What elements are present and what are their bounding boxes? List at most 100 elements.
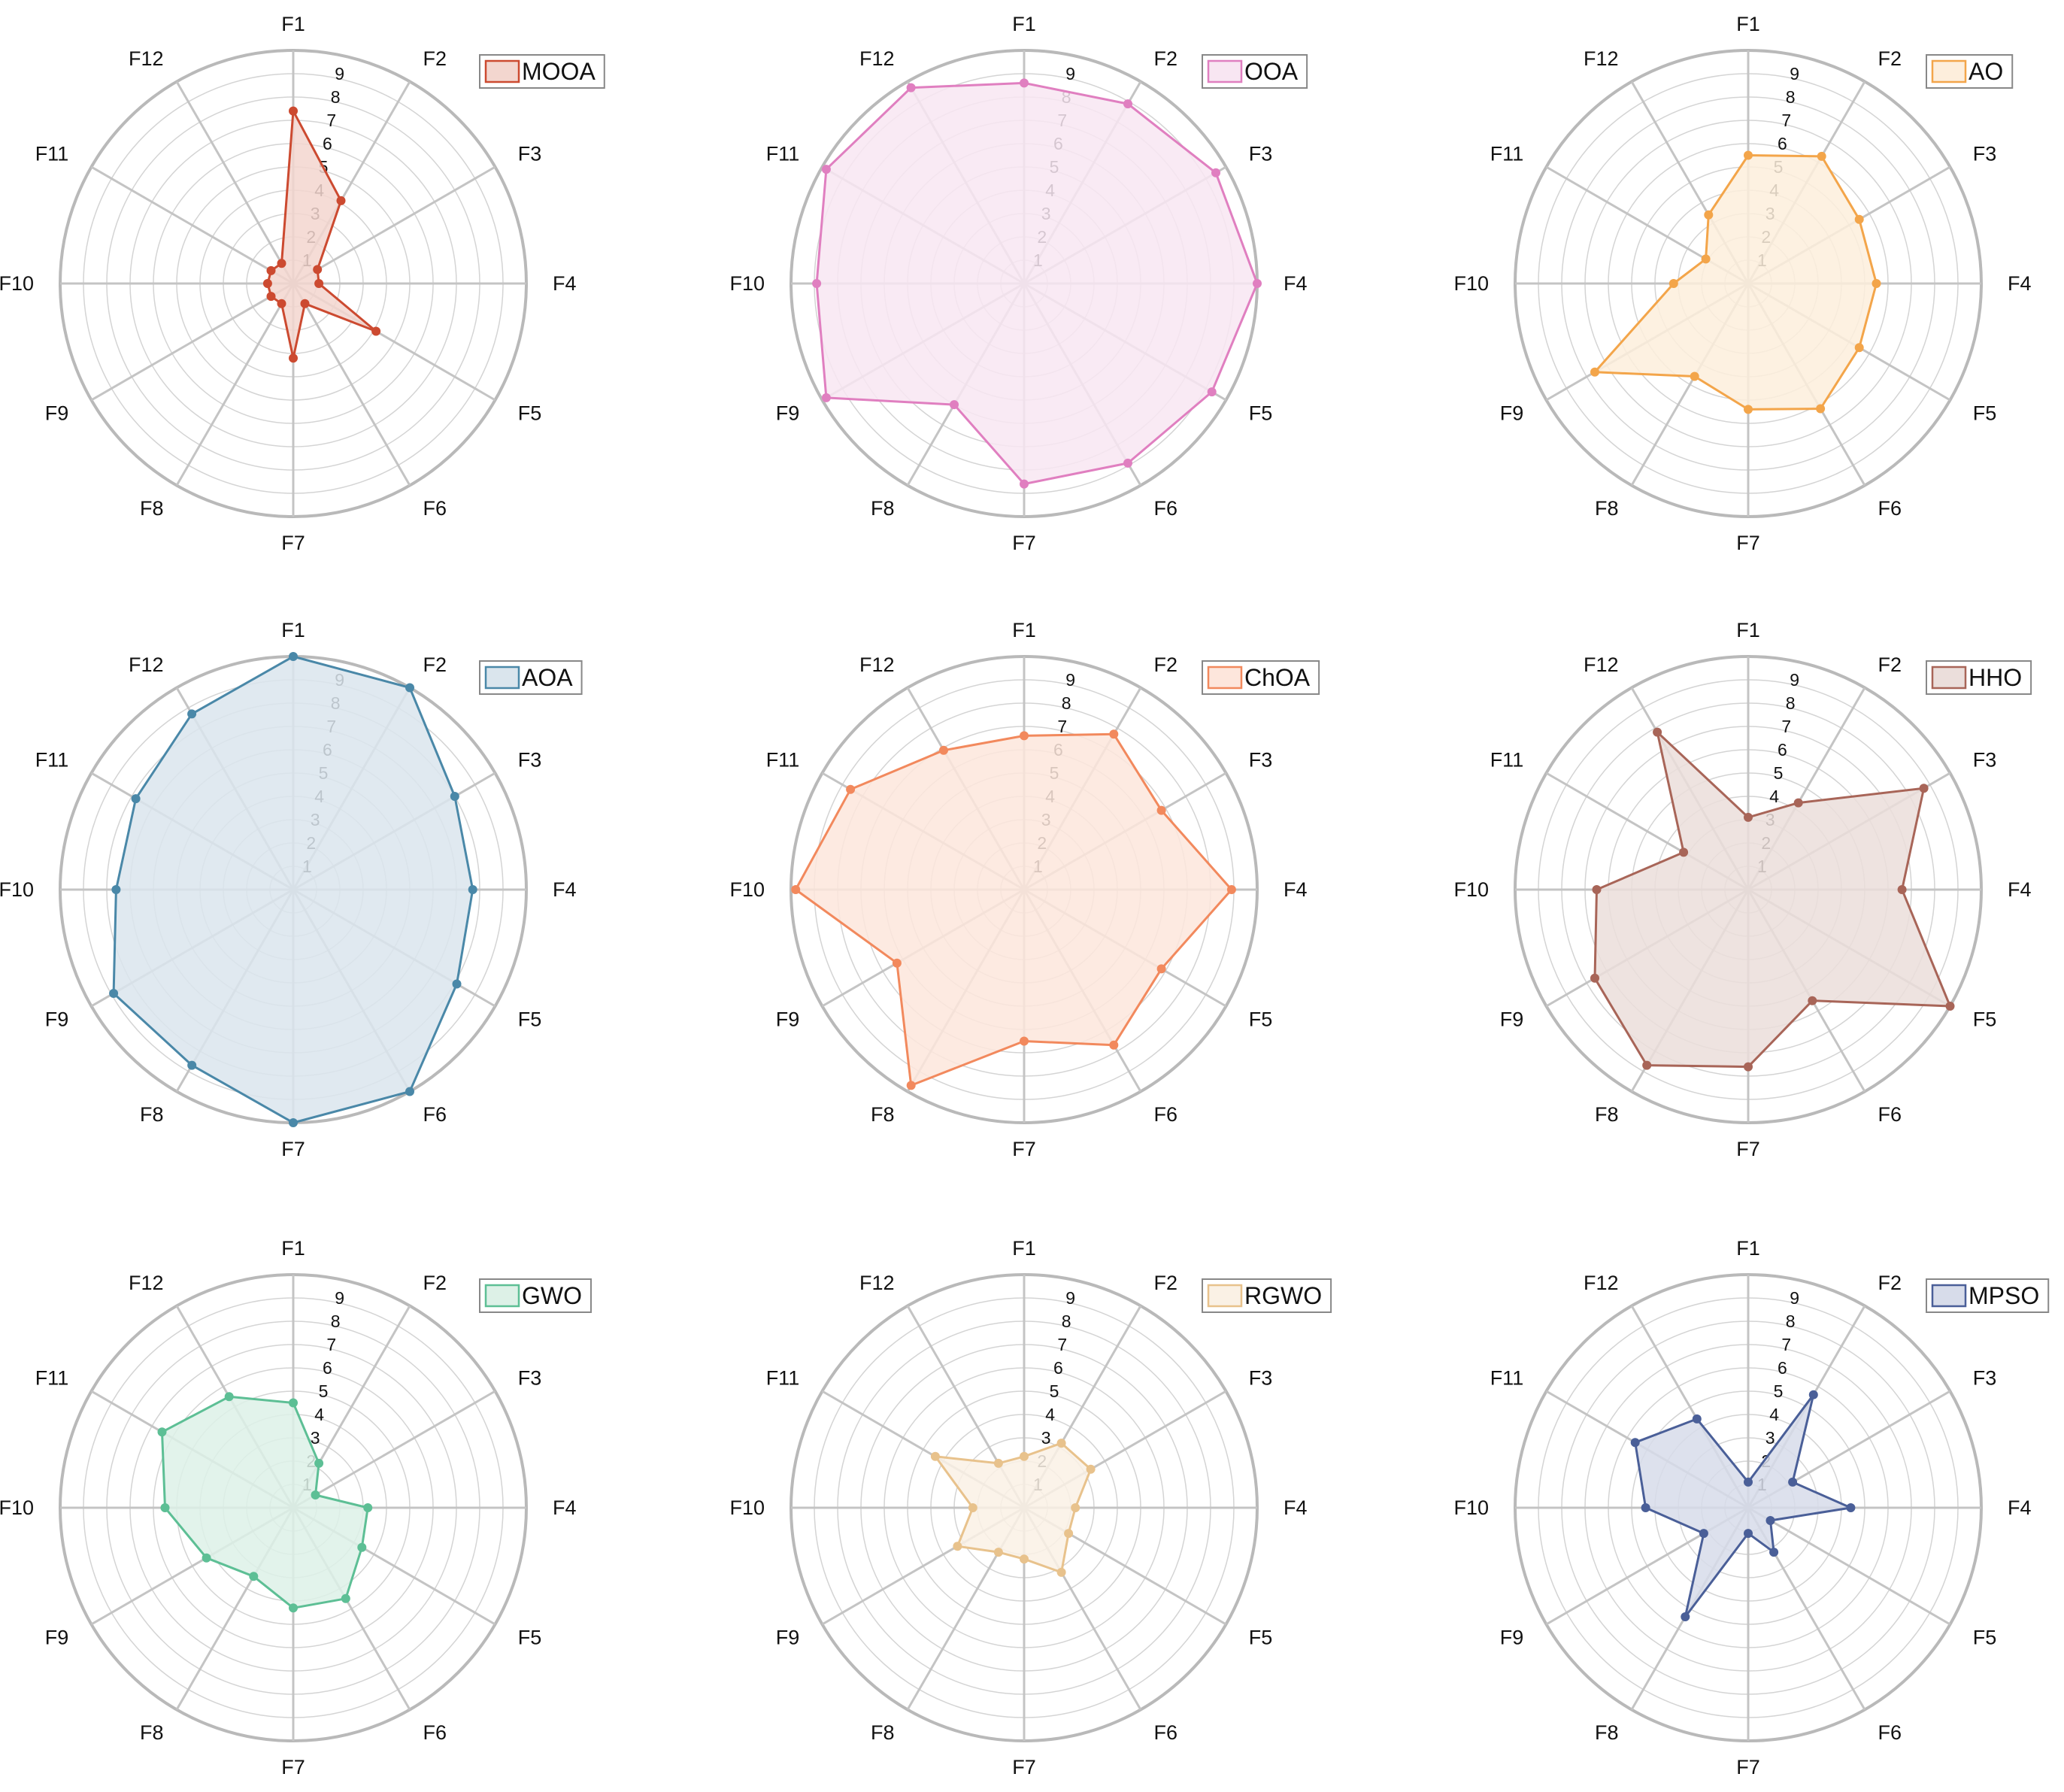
- data-point-f10: [160, 1503, 170, 1512]
- tick-label-4: 4: [1769, 1405, 1779, 1424]
- tick-label-5: 5: [1774, 1381, 1784, 1401]
- axis-label-f1: F1: [1012, 13, 1036, 35]
- legend-ooa: OOA: [1202, 54, 1308, 89]
- data-point-f11: [846, 784, 856, 794]
- data-point-f1: [289, 106, 298, 116]
- data-point-f3: [1156, 805, 1166, 815]
- tick-label-6: 6: [1778, 134, 1787, 153]
- spoke-f6: [292, 283, 411, 487]
- data-point-f8: [249, 1572, 259, 1581]
- axis-label-f3: F3: [1249, 749, 1273, 772]
- legend-swatch: [484, 666, 520, 690]
- data-point-f7: [1020, 1554, 1029, 1564]
- radar-chart-ooa: F1F2F3F4F5F6F7F8F9F10F11F12123456789OOA: [729, 13, 1308, 554]
- data-point-f1: [1020, 1451, 1029, 1461]
- axis-label-f12: F12: [129, 1272, 164, 1294]
- data-point-f10: [111, 885, 121, 894]
- tick-label-6: 6: [1053, 1358, 1063, 1378]
- data-point-f5: [1765, 1516, 1775, 1525]
- data-point-f4: [1872, 279, 1881, 288]
- axis-label-f9: F9: [1500, 1008, 1524, 1031]
- data-point-f10: [1592, 885, 1602, 894]
- tick-label-9: 9: [335, 64, 344, 83]
- radar-chart-gwo: F1F2F3F4F5F6F7F8F9F10F11F12123456789GWO: [0, 1237, 592, 1778]
- tick-label-7: 7: [326, 1335, 336, 1354]
- data-point-f3: [1086, 1464, 1096, 1474]
- axis-label-f12: F12: [1584, 653, 1619, 676]
- axis-label-f4: F4: [2008, 1496, 2032, 1519]
- legend-label: RGWO: [1244, 1282, 1322, 1309]
- axis-label-f2: F2: [1878, 47, 1902, 70]
- data-point-f9: [202, 1553, 211, 1563]
- spoke-f9: [90, 282, 294, 402]
- axis-label-f3: F3: [1973, 1367, 1997, 1390]
- radar-chart-hho: F1F2F3F4F5F6F7F8F9F10F11F12123456789HHO: [1453, 619, 2032, 1160]
- tick-label-9: 9: [1065, 64, 1075, 83]
- data-point-f1: [289, 1398, 298, 1408]
- legend-label: ChOA: [1244, 664, 1311, 691]
- data-point-f8: [277, 299, 286, 308]
- data-point-f8: [1642, 1060, 1652, 1070]
- axis-label-f3: F3: [1973, 143, 1997, 165]
- axis-label-f5: F5: [1973, 1627, 1997, 1649]
- data-point-f4: [1897, 885, 1907, 894]
- tick-label-8: 8: [1062, 693, 1071, 713]
- legend-swatch: [1207, 59, 1243, 83]
- tick-label-6: 6: [1778, 1358, 1787, 1378]
- tick-label-3: 3: [311, 1428, 320, 1448]
- legend-label: MOOA: [522, 58, 596, 85]
- tick-label-5: 5: [1050, 1381, 1059, 1401]
- axis-label-f12: F12: [129, 653, 164, 676]
- data-point-f10: [1668, 279, 1678, 288]
- axis-label-f11: F11: [766, 1367, 800, 1390]
- legend-label: MPSO: [1969, 1282, 2039, 1309]
- tick-label-9: 9: [1790, 670, 1799, 690]
- axis-label-f9: F9: [45, 1008, 69, 1031]
- axis-label-f10: F10: [0, 1496, 34, 1519]
- axis-label-f8: F8: [871, 1721, 895, 1744]
- series-area-choa: [794, 732, 1233, 1087]
- data-point-f1: [289, 652, 298, 661]
- data-point-f4: [1253, 279, 1262, 288]
- data-point-f8: [950, 400, 959, 410]
- axis-label-f12: F12: [859, 1272, 895, 1294]
- data-point-f5: [357, 1542, 367, 1552]
- axis-label-f7: F7: [1012, 532, 1036, 554]
- data-point-f1: [1020, 78, 1029, 88]
- series-area-aoa: [112, 655, 474, 1124]
- tick-label-9: 9: [1790, 1288, 1799, 1308]
- axis-label-f3: F3: [518, 143, 542, 165]
- data-point-f4: [363, 1503, 373, 1512]
- tick-label-9: 9: [335, 1288, 344, 1308]
- data-point-f7: [1744, 405, 1753, 414]
- axis-label-f8: F8: [140, 497, 164, 520]
- radar-chart-aoa: F1F2F3F4F5F6F7F8F9F10F11F12123456789AOA: [0, 619, 583, 1160]
- data-point-f7: [1744, 1062, 1753, 1072]
- tick-label-6: 6: [1778, 740, 1787, 760]
- data-point-f6: [1769, 1548, 1779, 1557]
- tick-label-4: 4: [314, 1405, 324, 1424]
- axis-label-f6: F6: [423, 497, 447, 520]
- tick-label-6: 6: [323, 1358, 332, 1378]
- tick-label-3: 3: [1041, 1428, 1051, 1448]
- axis-label-f7: F7: [1736, 1756, 1760, 1778]
- data-point-f11: [821, 165, 831, 174]
- data-point-f2: [1808, 1390, 1818, 1399]
- data-point-f12: [1704, 210, 1714, 220]
- tick-label-7: 7: [1057, 717, 1067, 736]
- data-point-f5: [1854, 343, 1864, 353]
- axis-label-f10: F10: [1453, 272, 1489, 295]
- tick-label-9: 9: [1065, 670, 1075, 690]
- axis-label-f10: F10: [729, 1496, 765, 1519]
- axis-label-f7: F7: [281, 532, 305, 554]
- tick-label-8: 8: [331, 1311, 341, 1331]
- data-point-f6: [1808, 996, 1817, 1005]
- data-point-f3: [1919, 784, 1929, 793]
- data-point-f5: [1156, 964, 1166, 974]
- data-point-f1: [1020, 731, 1029, 741]
- data-point-f11: [1701, 254, 1711, 264]
- axis-label-f11: F11: [35, 143, 69, 165]
- tick-label-5: 5: [1774, 763, 1784, 783]
- data-point-f2: [405, 683, 414, 693]
- axis-label-f2: F2: [423, 1272, 447, 1294]
